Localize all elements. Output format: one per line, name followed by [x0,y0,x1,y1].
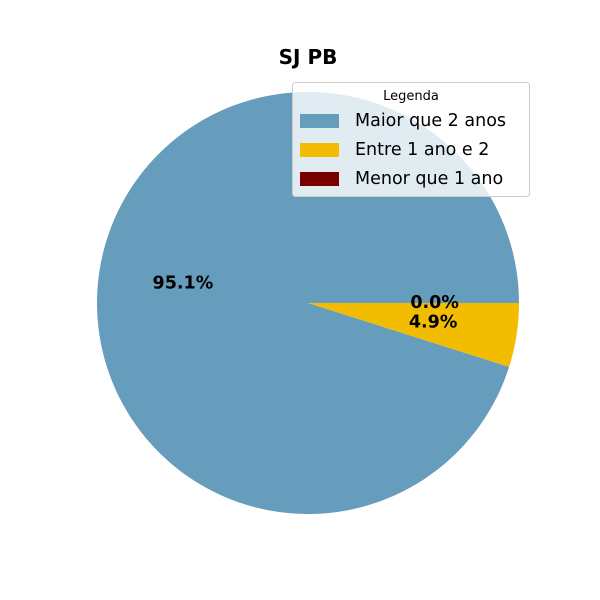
pie-slice-0 [97,91,519,514]
chart-title: SJ PB [279,45,338,69]
legend-label-1: Entre 1 ano e 2 [355,140,489,160]
legend-title: Legenda [383,89,439,104]
pie-slice-1 [308,303,519,367]
legend-swatch-0 [300,114,339,128]
pie-percent-label-1: 4.9% [409,312,458,332]
legend-label-2: Menor que 1 ano [355,169,503,189]
legend-swatch-1 [300,143,339,157]
pie-percent-labels: 95.1% 4.9%0.0% [153,274,459,333]
pie-slices [97,91,519,514]
legend-label-0: Maior que 2 anos [355,111,506,131]
pie-percent-label-2: 0.0% [410,293,459,313]
legend-swatch-2 [300,172,339,186]
legend-frame [292,82,530,197]
legend-items: Maior que 2 anos Entre 1 ano e 2 Menor que… [300,111,506,189]
pie-percent-label-0: 95.1% [153,274,214,294]
